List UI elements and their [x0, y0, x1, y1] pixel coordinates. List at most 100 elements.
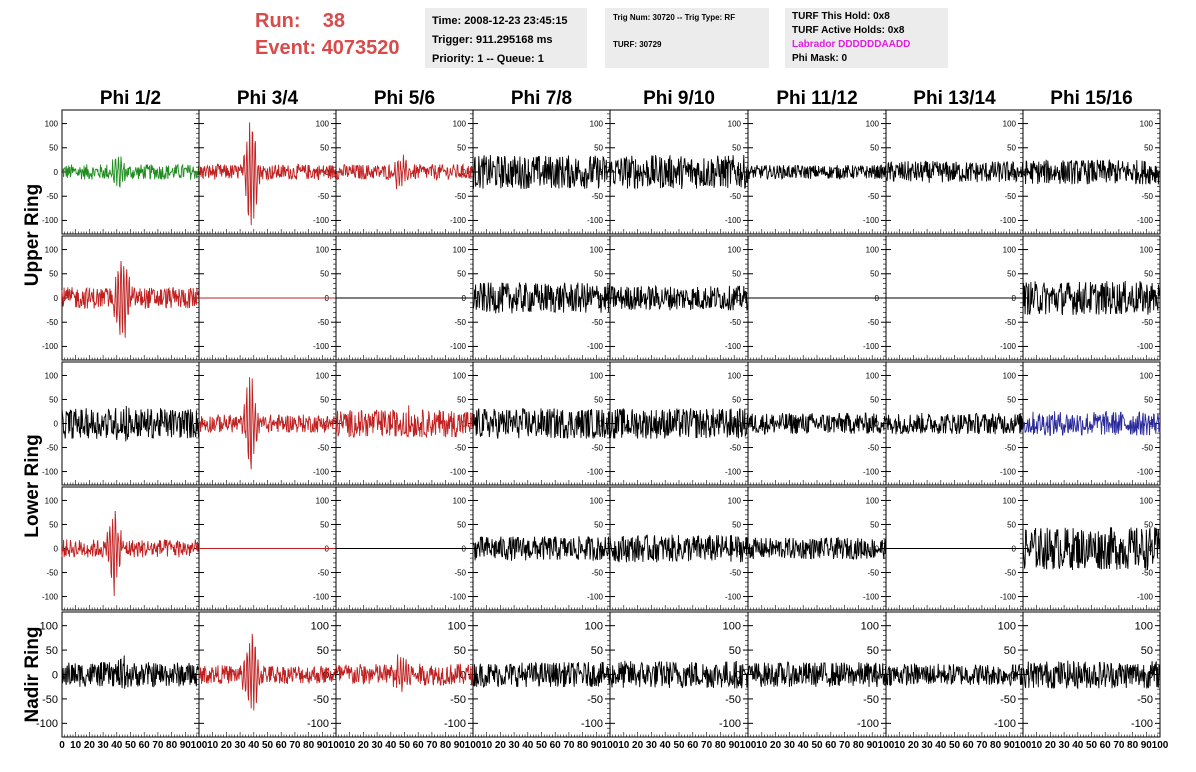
x-tick-label: 80 — [853, 740, 865, 751]
y-tick-label: -100 — [36, 718, 58, 730]
y-tick-label: 50 — [1144, 520, 1153, 529]
y-tick-label: 50 — [49, 270, 58, 279]
y-tick-label: 50 — [870, 270, 879, 279]
y-tick-label: -100 — [313, 342, 330, 351]
y-tick-label: 50 — [591, 645, 603, 657]
y-tick-label: -50 — [867, 318, 879, 327]
event-value: 4073520 — [321, 37, 400, 59]
y-tick-label: -100 — [1000, 216, 1017, 225]
waveform-trace — [609, 408, 749, 439]
x-tick-label: 70 — [839, 740, 851, 751]
y-tick-label: -50 — [317, 318, 329, 327]
y-tick-label: -50 — [725, 694, 741, 706]
waveform-trace — [1022, 280, 1161, 316]
y-tick-label: 50 — [46, 645, 58, 657]
x-tick-label: 70 — [426, 740, 438, 751]
x-tick-label: 100 — [1015, 740, 1032, 751]
x-tick-label: 50 — [262, 740, 274, 751]
y-tick-label: 100 — [866, 371, 880, 380]
y-tick-label: -50 — [1141, 192, 1153, 201]
panels: -100-50050100-100-50050100-100-50050100-… — [36, 109, 1161, 738]
x-tick-label: 10 — [618, 740, 630, 751]
y-tick-label: -100 — [450, 467, 467, 476]
x-tick-label: 100 — [1152, 740, 1169, 751]
x-tick-label: 100 — [602, 740, 619, 751]
y-tick-label: 100 — [1135, 621, 1153, 633]
x-tick-label: 70 — [152, 740, 164, 751]
y-tick-label: -50 — [1004, 192, 1016, 201]
x-tick-label: 20 — [632, 740, 644, 751]
y-tick-label: 100 — [861, 621, 879, 633]
y-tick-label: 50 — [49, 395, 58, 404]
x-tick-label: 50 — [399, 740, 411, 751]
run-row: Run: 38 — [255, 8, 400, 35]
x-tick-label: 70 — [976, 740, 988, 751]
waveform-grid-chart: Phi 1/2 Phi 3/4 Phi 5/6 Phi 7/8 Phi 9/10 Phi … — [22, 88, 1169, 751]
y-tick-label: 100 — [45, 119, 59, 128]
y-tick-label: -100 — [857, 718, 879, 730]
x-tick-label: 70 — [563, 740, 575, 751]
y-tick-label: 100 — [728, 119, 742, 128]
waveform-trace — [1022, 410, 1161, 436]
y-tick-label: 100 — [316, 496, 330, 505]
x-tick-label: 60 — [687, 740, 699, 751]
x-tick-label: 40 — [798, 740, 810, 751]
y-tick-label: 50 — [594, 270, 603, 279]
y-tick-label: 0 — [737, 294, 742, 303]
y-tick-label: -50 — [867, 568, 879, 577]
y-tick-label: -100 — [863, 592, 880, 601]
time-text: Time: 2008-12-23 23:45:15 — [432, 15, 568, 27]
y-tick-label: 100 — [1140, 245, 1154, 254]
x-tick-label: 100 — [740, 740, 757, 751]
y-tick-label: 0 — [54, 544, 59, 553]
y-tick-label: 50 — [1144, 144, 1153, 153]
run-value: 38 — [322, 10, 346, 32]
x-tick-label: 80 — [715, 740, 727, 751]
x-tick-label: 30 — [784, 740, 796, 751]
x-tick-label: 0 — [59, 740, 65, 751]
y-tick-label: -100 — [725, 216, 742, 225]
y-tick-label: 0 — [52, 669, 58, 681]
y-tick-label: 50 — [49, 520, 58, 529]
y-tick-label: 50 — [1004, 645, 1016, 657]
y-tick-label: -50 — [317, 443, 329, 452]
waveform-trace — [61, 655, 200, 689]
turf-info-box: TURF This Hold: 0x8 TURF Active Holds: 0… — [785, 8, 948, 68]
waveform-trace — [335, 654, 474, 692]
x-tick-label: 50 — [811, 740, 823, 751]
x-tick-label: 70 — [701, 740, 713, 751]
y-tick-label: 100 — [1140, 371, 1154, 380]
y-tick-label: -100 — [444, 718, 466, 730]
y-tick-label: -100 — [42, 216, 59, 225]
waveform-trace — [747, 164, 887, 181]
y-tick-label: -50 — [46, 568, 58, 577]
waveform-trace — [609, 284, 749, 311]
x-tick-label: 50 — [1086, 740, 1098, 751]
y-tick-label: -50 — [46, 443, 58, 452]
run-label: Run: — [255, 10, 301, 32]
y-tick-label: -100 — [313, 216, 330, 225]
trigger-text: Trigger: 911.295168 ms — [432, 34, 553, 46]
phi-mask-text: Phi Mask: 0 — [792, 53, 848, 64]
x-tick-label: 100 — [878, 740, 895, 751]
y-tick-label: 50 — [1007, 395, 1016, 404]
x-tick-label: 80 — [577, 740, 589, 751]
trig-info-box: Trig Num: 30720 -- Trig Type: RF TURF: 3… — [605, 8, 769, 68]
y-tick-label: 100 — [1140, 496, 1154, 505]
x-tick-label: 20 — [908, 740, 920, 751]
x-tick-label: 100 — [465, 740, 482, 751]
y-tick-label: 50 — [870, 520, 879, 529]
y-tick-label: -50 — [863, 694, 879, 706]
